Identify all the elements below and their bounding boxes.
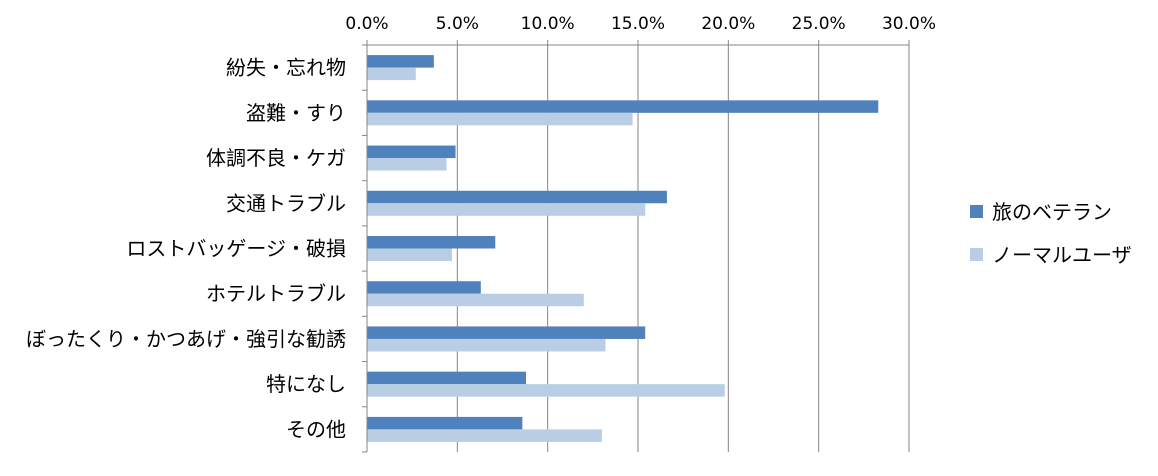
bar-veteran — [367, 281, 481, 294]
category-label: ロストバッゲージ・破損 — [126, 237, 346, 261]
x-tick-label: 0.0% — [345, 14, 388, 34]
bar-veteran — [367, 371, 526, 385]
category-label: その他 — [286, 417, 346, 441]
legend-label: ノーマルユーザ — [992, 243, 1132, 267]
category-label: 体調不良・ケガ — [206, 146, 346, 170]
bar-veteran — [367, 55, 434, 68]
category-label: 交通トラブル — [226, 191, 346, 215]
bar-veteran — [367, 326, 646, 339]
x-tick-label: 25.0% — [792, 14, 846, 34]
tick-labels: 0.0% 5.0% 10.0% 15.0% 20.0% 25.0% 30.0% — [345, 14, 936, 34]
bar-normal-user — [367, 429, 602, 442]
legend-label: 旅のベテラン — [992, 200, 1112, 224]
bar-veteran — [367, 416, 523, 430]
bar-normal-user — [367, 158, 447, 171]
legend-swatch — [970, 205, 983, 218]
category-label: ホテルトラブル — [206, 282, 346, 306]
category-label: 紛失・忘れ物 — [226, 56, 346, 80]
bars — [367, 55, 879, 442]
bar-normal-user — [367, 248, 452, 261]
x-tick-label: 15.0% — [611, 14, 665, 34]
category-label: ぼったくり・かつあげ・強引な勧誘 — [26, 327, 346, 351]
bar-veteran — [367, 100, 879, 113]
category-labels: 紛失・忘れ物盗難・すり体調不良・ケガ交通トラブルロストバッゲージ・破損ホテルトラ… — [26, 56, 346, 442]
category-label: 特になし — [266, 372, 346, 396]
category-label: 盗難・すり — [246, 101, 346, 125]
x-tick-label: 30.0% — [882, 14, 936, 34]
legend-swatch — [970, 248, 983, 261]
bar-normal-user — [367, 384, 725, 397]
x-tick-label: 20.0% — [701, 14, 755, 34]
bar-normal-user — [367, 203, 646, 216]
bar-normal-user — [367, 67, 416, 81]
x-tick-label: 5.0% — [436, 14, 479, 34]
bar-veteran — [367, 190, 667, 204]
bar-normal-user — [367, 338, 606, 352]
bar-veteran — [367, 236, 496, 249]
bar-normal-user — [367, 112, 633, 126]
axes — [362, 40, 909, 453]
x-tick-label: 10.0% — [521, 14, 575, 34]
bar-normal-user — [367, 293, 584, 307]
bar-veteran — [367, 145, 456, 159]
